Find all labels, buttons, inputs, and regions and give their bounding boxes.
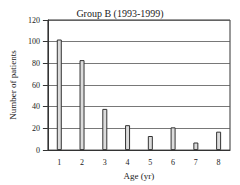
- svg-text:Age (yr): Age (yr): [124, 171, 155, 181]
- svg-text:6: 6: [171, 158, 175, 167]
- svg-text:7: 7: [194, 158, 198, 167]
- svg-text:40: 40: [32, 102, 40, 111]
- svg-text:1: 1: [57, 158, 61, 167]
- svg-text:3: 3: [103, 158, 107, 167]
- svg-text:60: 60: [32, 81, 40, 90]
- svg-text:2: 2: [80, 158, 84, 167]
- svg-text:5: 5: [148, 158, 152, 167]
- svg-text:4: 4: [126, 158, 130, 167]
- svg-text:20: 20: [32, 124, 40, 133]
- svg-text:Number of patients: Number of patients: [8, 50, 18, 120]
- svg-text:80: 80: [32, 59, 40, 68]
- svg-text:8: 8: [217, 158, 221, 167]
- svg-text:Group B (1993-1999): Group B (1993-1999): [76, 8, 163, 20]
- svg-text:0: 0: [36, 146, 40, 155]
- svg-text:120: 120: [28, 16, 40, 25]
- svg-text:100: 100: [28, 37, 40, 46]
